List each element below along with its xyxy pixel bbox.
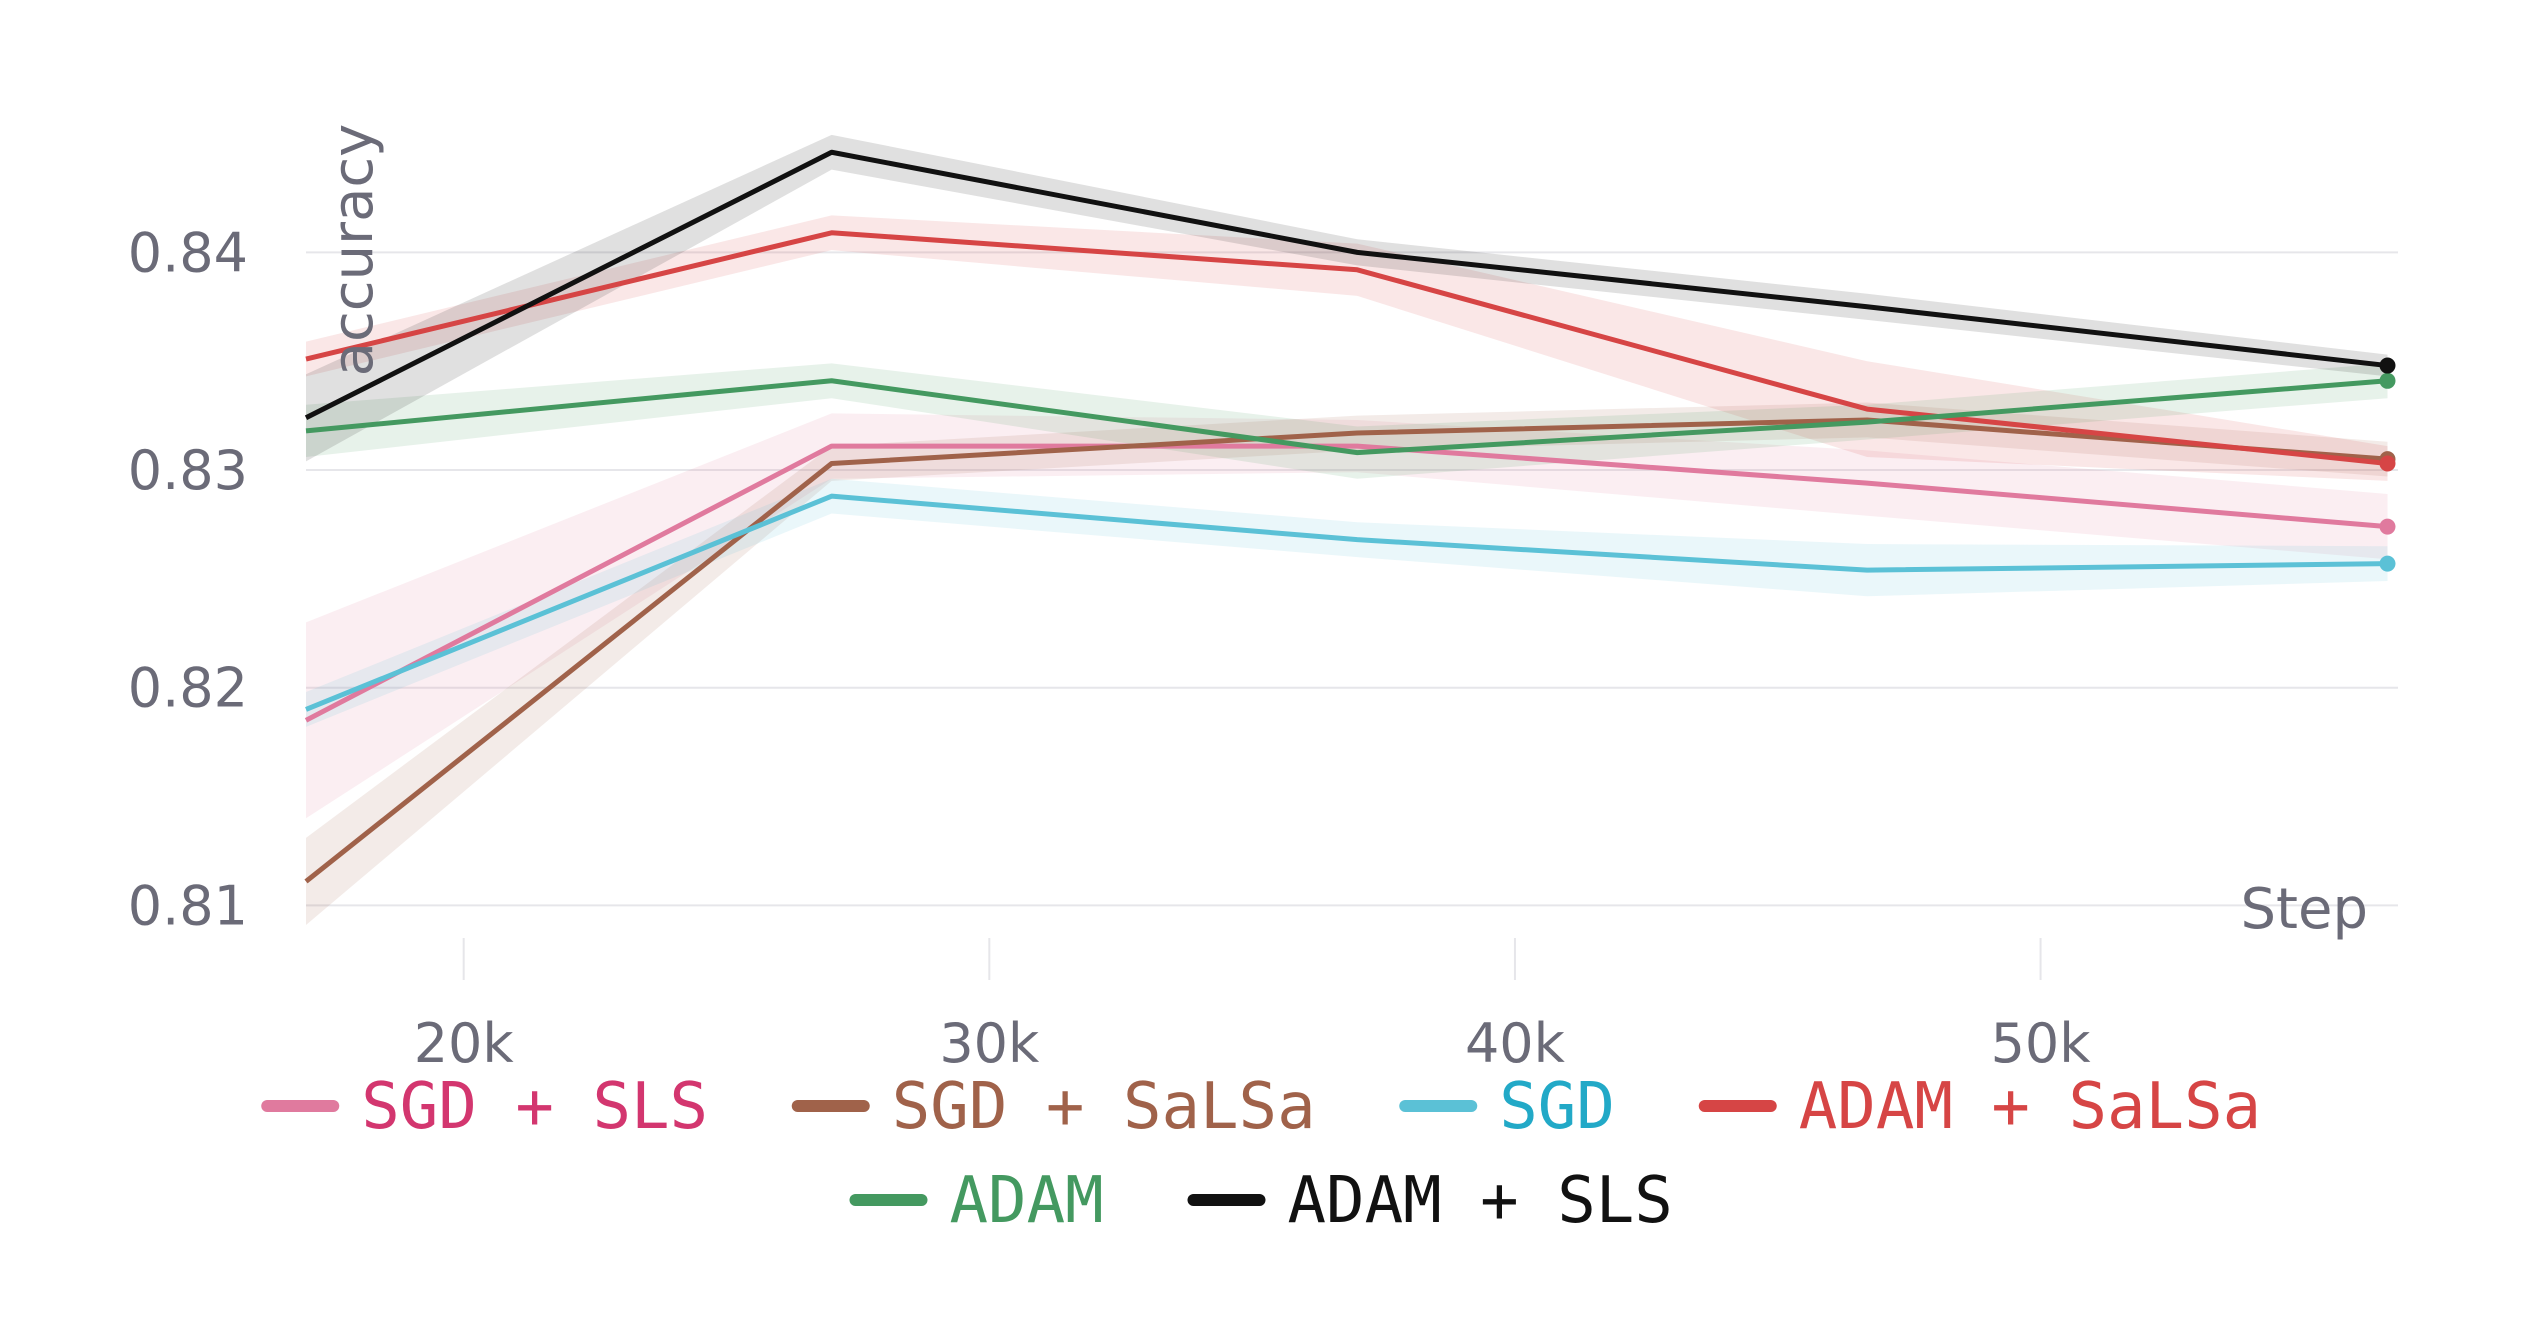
legend: SGD + SLS SGD + SaLSa SGD ADAM + SaLSa ADAM A… — [261, 1070, 2261, 1238]
legend-label: SGD — [1499, 1070, 1615, 1144]
legend-item-adam-salsa: ADAM + SaLSa — [1698, 1070, 2261, 1144]
legend-label: ADAM + SLS — [1288, 1164, 1673, 1238]
legend-item-adam-sls: ADAM + SLS — [1187, 1164, 1673, 1238]
confidence-bands — [306, 134, 2388, 925]
band-sgd-sls — [306, 413, 2388, 819]
series-end-markers — [2379, 357, 2396, 572]
line-sgd-salsa — [304, 417, 2388, 884]
x-tick-labels: 20k 30k 40k 50k — [414, 1012, 2092, 1075]
y-tick-label: 0.81 — [128, 874, 248, 937]
end-marker-adam-salsa — [2379, 455, 2396, 472]
y-tick-label: 0.83 — [128, 439, 248, 502]
y-axis-label: accuracy — [321, 124, 386, 377]
line-adam-salsa — [305, 230, 2388, 466]
band-sgd — [306, 478, 2388, 727]
x-axis-label: Step — [2240, 877, 2368, 942]
legend-item-sgd-sls: SGD + SLS — [261, 1070, 708, 1144]
line-adam-sls — [304, 149, 2388, 421]
y-tick-label: 0.84 — [128, 221, 248, 284]
y-tick-labels: 0.81 0.82 0.83 0.84 — [128, 221, 248, 937]
end-marker-sgd-sls — [2379, 518, 2396, 535]
legend-label: ADAM — [950, 1164, 1104, 1238]
end-marker-sgd — [2379, 555, 2396, 572]
band-adam-salsa — [306, 215, 2388, 481]
x-tick-label: 40k — [1465, 1012, 1566, 1075]
legend-label: SGD + SLS — [361, 1070, 708, 1144]
grid-lines — [306, 251, 2398, 980]
line-sgd-sls — [304, 443, 2388, 723]
end-marker-adam-sls — [2379, 357, 2396, 374]
x-tick-label: 30k — [939, 1012, 1040, 1075]
band-adam — [306, 363, 2388, 479]
legend-label: SGD + SaLSa — [892, 1070, 1316, 1144]
legend-item-sgd: SGD — [1399, 1070, 1615, 1144]
y-tick-label: 0.82 — [128, 657, 248, 720]
legend-item-sgd-salsa: SGD + SaLSa — [791, 1070, 1316, 1144]
legend-label: ADAM + SaLSa — [1799, 1070, 2261, 1144]
end-marker-adam — [2379, 372, 2396, 389]
line-adam — [305, 378, 2388, 456]
x-tick-label: 20k — [414, 1012, 515, 1075]
legend-item-adam: ADAM — [849, 1164, 1104, 1238]
line-sgd — [305, 493, 2388, 712]
x-tick-label: 50k — [1991, 1012, 2092, 1075]
series-lines — [304, 149, 2388, 884]
band-sgd-salsa — [306, 402, 2388, 925]
